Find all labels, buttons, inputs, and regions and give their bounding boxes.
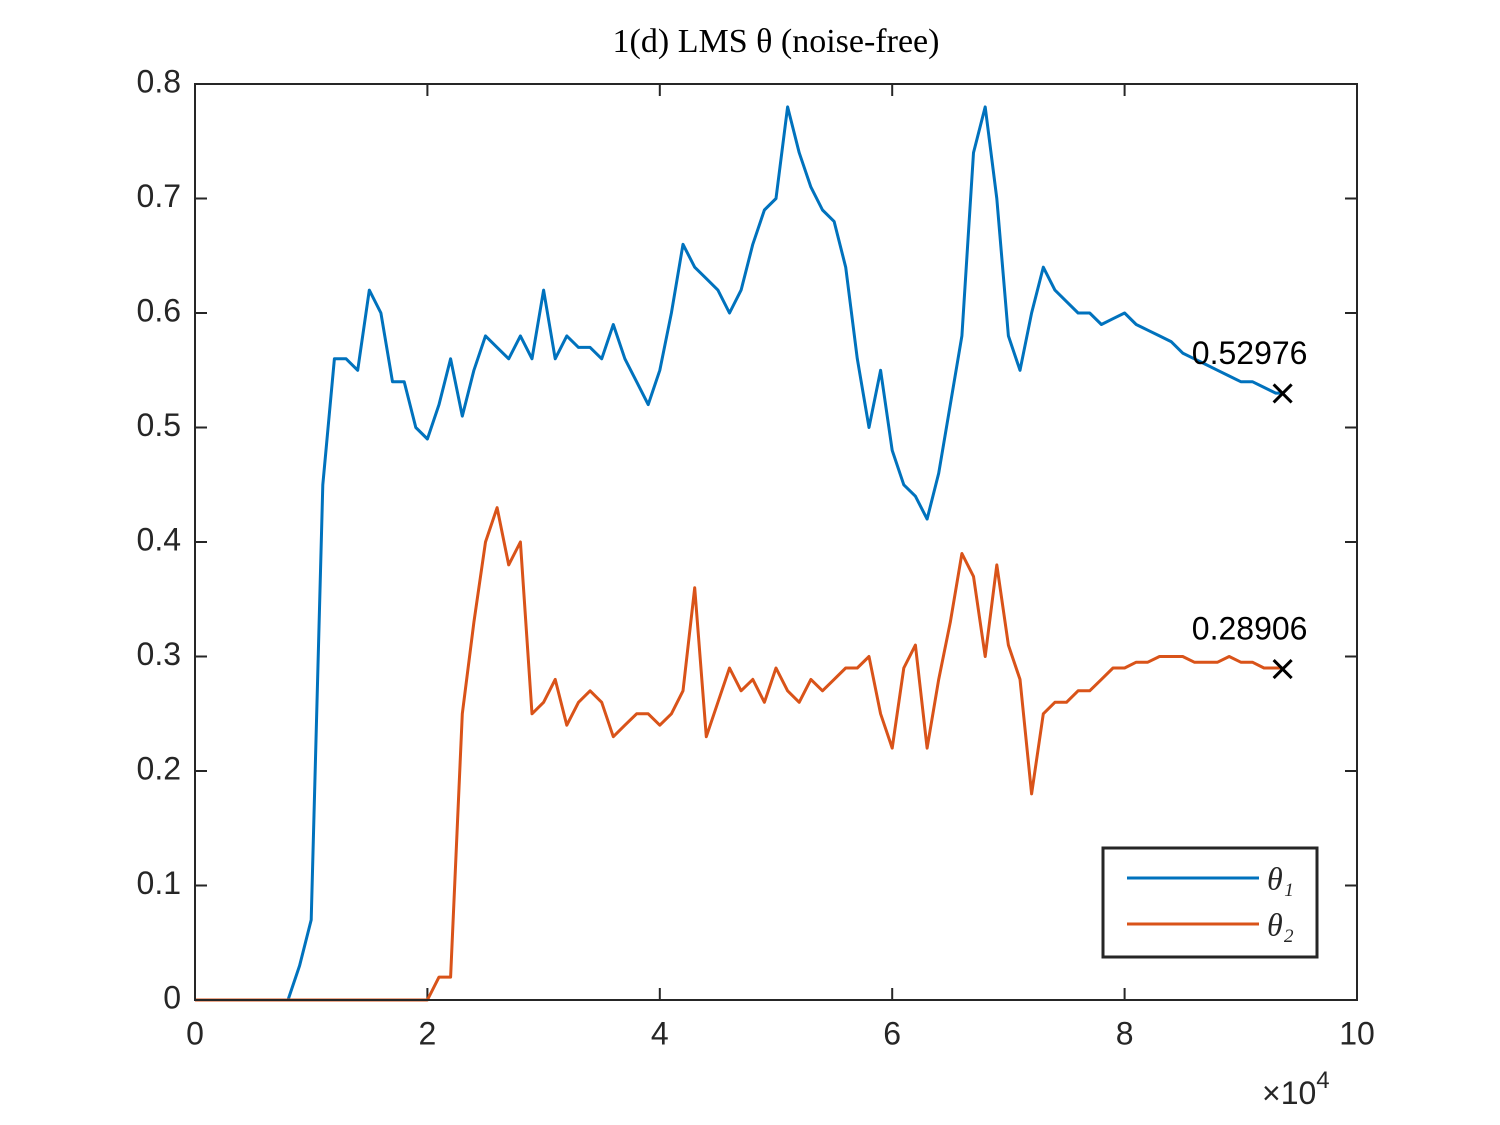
x-tick-label: 4 [651, 1015, 669, 1051]
x-tick-label: 2 [419, 1015, 437, 1051]
x-tick-label: 10 [1339, 1015, 1375, 1051]
x-scale-label: ×104 [1262, 1067, 1330, 1111]
chart-title: 1(d) LMS θ (noise-free) [613, 23, 940, 60]
x-tick-label: 6 [883, 1015, 901, 1051]
annotation-label: 0.52976 [1192, 335, 1308, 371]
legend-label: θ₁ [1267, 860, 1294, 896]
y-tick-label: 0.6 [137, 292, 181, 328]
x-tick-label: 0 [186, 1015, 204, 1051]
y-tick-label: 0.7 [137, 178, 181, 214]
annotation-label: 0.28906 [1192, 610, 1308, 646]
y-tick-label: 0.8 [137, 63, 181, 99]
y-tick-label: 0.3 [137, 636, 181, 672]
y-tick-label: 0.5 [137, 407, 181, 443]
plot-frame [194, 83, 1358, 1001]
x-scale-base: ×10 [1262, 1075, 1316, 1111]
y-tick-label: 0.2 [137, 750, 181, 786]
legend-box [1101, 846, 1319, 959]
x-tick-label: 8 [1116, 1015, 1134, 1051]
legend-label: θ₂ [1267, 906, 1294, 942]
annotation-marker [1272, 658, 1293, 680]
y-tick-label: 0 [163, 979, 181, 1015]
annotation-marker [1272, 383, 1293, 404]
y-tick-label: 0.4 [137, 521, 181, 557]
y-tick-label: 0.1 [137, 865, 181, 901]
x-scale-exponent: 4 [1316, 1067, 1329, 1094]
data-line [195, 105, 1283, 1002]
